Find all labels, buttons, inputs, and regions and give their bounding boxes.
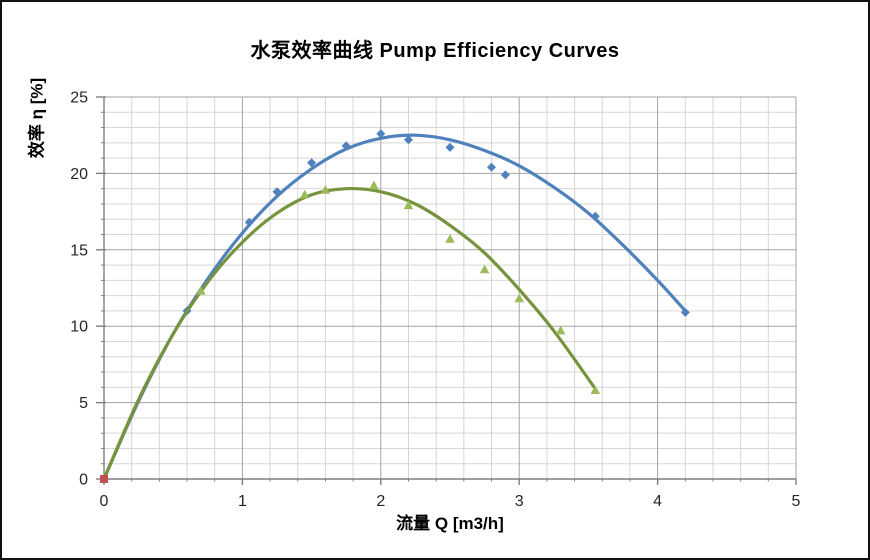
chart-title: 水泵效率曲线 Pump Efficiency Curves	[250, 40, 620, 62]
y-tick-label: 25	[70, 90, 88, 107]
diamond-marker	[500, 170, 510, 180]
square-marker	[100, 475, 108, 483]
triangle-marker	[479, 264, 490, 274]
triangle-marker	[369, 180, 379, 190]
x-axis-title: 流量 Q [m3/h]	[396, 514, 504, 533]
triangle-marker	[445, 234, 455, 243]
y-tick-label: 10	[70, 319, 88, 336]
diamond-marker	[404, 135, 413, 145]
diamond-marker	[307, 158, 317, 168]
triangle-marker	[299, 189, 310, 199]
y-tick-label: 15	[70, 242, 88, 259]
triangle-marker	[403, 200, 414, 210]
diamond-marker	[445, 142, 455, 152]
diamond-marker	[680, 307, 690, 317]
y-tick-labels: 0 5 10 15 20 25	[70, 90, 88, 489]
x-tick-label: 2	[376, 493, 385, 510]
diamond-marker	[272, 187, 282, 197]
major-gridlines	[104, 96, 797, 479]
y-tick-label: 0	[79, 472, 88, 489]
triangle-marker	[555, 325, 566, 335]
x-tick-label: 3	[515, 493, 524, 510]
y-tick-label: 5	[79, 395, 88, 412]
diamond-marker	[590, 211, 600, 221]
x-tick-labels: 0 1 2 3 4 5	[100, 493, 801, 510]
tick-marks	[96, 96, 797, 485]
y-tick-label: 20	[70, 166, 88, 183]
diamond-marker	[244, 217, 254, 227]
triangle-marker	[196, 286, 206, 295]
triangle-marker	[514, 293, 524, 303]
diamond-marker	[341, 141, 351, 151]
series-origin-point	[100, 475, 108, 483]
diamond-marker	[487, 162, 496, 172]
diamond-marker	[376, 129, 386, 139]
x-tick-label: 0	[100, 493, 109, 510]
triangle-marker	[590, 385, 601, 394]
series-green-efficiency-curve	[102, 180, 601, 481]
x-tick-label: 4	[653, 493, 662, 510]
x-tick-label: 5	[792, 493, 801, 510]
green-efficiency-curve-trendline	[102, 186, 597, 481]
minor-gridlines	[104, 97, 796, 479]
x-tick-label: 1	[238, 493, 247, 510]
axes	[103, 97, 796, 480]
triangle-marker	[320, 185, 331, 194]
